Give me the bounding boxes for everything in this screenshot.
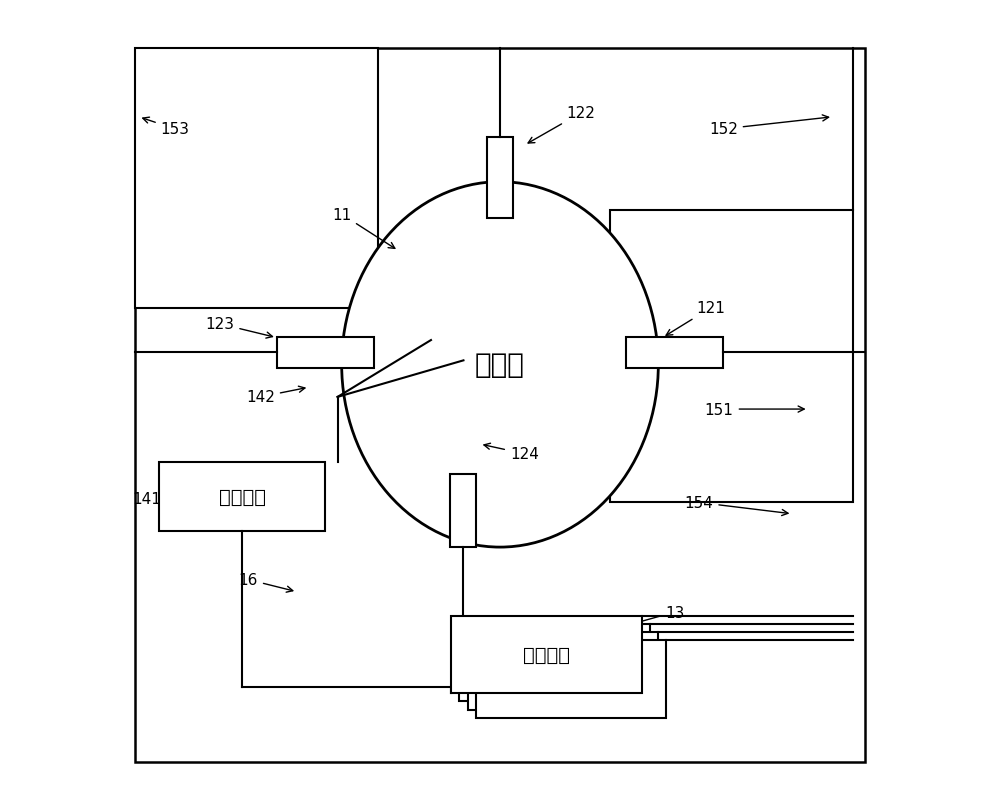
Bar [277, 337, 374, 368]
Text: 153: 153 [143, 118, 190, 137]
Bar [451, 616, 642, 693]
Bar [468, 633, 658, 710]
Text: 122: 122 [528, 106, 596, 144]
Text: 16: 16 [239, 573, 293, 593]
Bar [135, 49, 378, 308]
Text: 123: 123 [205, 317, 272, 339]
Bar [476, 641, 666, 718]
Bar [626, 337, 723, 368]
Text: 152: 152 [709, 116, 829, 137]
Text: 控制单元: 控制单元 [523, 646, 570, 664]
Text: 141: 141 [132, 491, 179, 506]
Text: 124: 124 [484, 444, 539, 461]
Text: 冷却设备: 冷却设备 [219, 487, 266, 506]
Bar [487, 138, 513, 219]
Text: 151: 151 [705, 402, 804, 417]
Bar [450, 474, 476, 547]
Text: 142: 142 [246, 387, 305, 405]
Ellipse shape [342, 182, 658, 547]
Text: 研磨垫: 研磨垫 [475, 351, 525, 379]
Bar [610, 211, 853, 503]
Text: 154: 154 [685, 496, 788, 516]
Bar [135, 49, 865, 762]
Text: 121: 121 [666, 301, 726, 336]
Text: 11: 11 [332, 208, 395, 249]
Bar [159, 462, 325, 531]
Bar [459, 624, 650, 702]
Text: 13: 13 [577, 605, 684, 641]
